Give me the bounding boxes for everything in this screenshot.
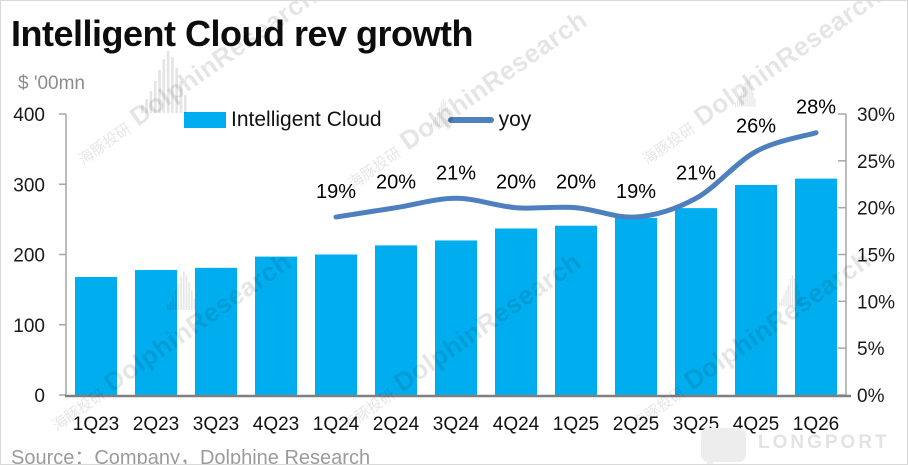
y-axis-left-label: 200: [13, 246, 45, 267]
yoy-line: [333, 130, 819, 220]
yoy-label-1Q24: 19%: [316, 181, 356, 203]
yoy-label-2Q25: 19%: [616, 181, 656, 203]
bar-1Q24: [315, 254, 357, 395]
x-axis-label-3Q23: 3Q23: [193, 414, 239, 435]
bar-2Q24: [375, 245, 417, 395]
bar-2Q25: [615, 217, 657, 395]
bar-2Q23: [135, 269, 177, 395]
x-axis-label-1Q23: 1Q23: [73, 414, 119, 435]
longport-wordmark: LONGPORT: [758, 432, 890, 453]
longport-watermark: LONGPORT: [701, 428, 890, 464]
x-axis-label-4Q24: 4Q24: [493, 414, 540, 435]
x-axis-label-3Q24: 3Q24: [433, 414, 480, 435]
legend-bar-swatch: [184, 112, 226, 128]
source-note: Source：Company，Dolphine Research: [11, 447, 371, 465]
y-axis-right-label: 0%: [857, 386, 885, 407]
bar-4Q23: [255, 256, 297, 395]
y-axis-right-label: 5%: [857, 339, 885, 360]
y-axis-left-label: 300: [13, 175, 45, 196]
x-axis-label-2Q24: 2Q24: [373, 414, 420, 435]
x-axis-label-2Q25: 2Q25: [613, 414, 659, 435]
x-axis-label-1Q25: 1Q25: [553, 414, 599, 435]
legend-line-label: yoy: [498, 108, 532, 131]
bar-4Q25: [735, 184, 777, 395]
y-axis-right-label: 25%: [857, 152, 895, 173]
y-axis-right-label: 15%: [857, 246, 895, 267]
left-axis-unit-label: $ '00mn: [18, 73, 86, 94]
bar-1Q25: [555, 225, 597, 395]
bar-3Q24: [435, 240, 477, 395]
y-axis-right-label: 20%: [857, 199, 895, 220]
y-axis-right-label: 10%: [857, 292, 895, 313]
bar-1Q26: [795, 178, 837, 395]
bar-3Q25: [675, 208, 717, 395]
yoy-label-1Q25: 20%: [556, 172, 596, 194]
y-axis-left-label: 100: [13, 316, 45, 337]
x-axis-label-4Q23: 4Q23: [253, 414, 299, 435]
longport-logo-icon: [701, 428, 746, 464]
x-axis-label-1Q26: 1Q26: [793, 414, 839, 435]
bar-3Q23: [195, 267, 237, 395]
chart-title: Intelligent Cloud rev growth: [11, 13, 474, 54]
y-axis-left-label: 0: [34, 386, 45, 407]
yoy-label-4Q24: 20%: [496, 172, 536, 194]
yoy-label-3Q25: 21%: [676, 162, 716, 184]
yoy-label-4Q25: 26%: [736, 115, 776, 137]
yoy-label-2Q24: 20%: [376, 172, 416, 194]
legend: Intelligent Cloud yoy: [184, 107, 531, 133]
legend-line-swatch: [447, 117, 494, 123]
x-axis-label-1Q24: 1Q24: [313, 414, 360, 435]
yoy-label-1Q26: 28%: [796, 97, 836, 119]
y-axis-right-label: 30%: [857, 105, 895, 126]
bar-1Q23: [75, 276, 117, 395]
bar-4Q24: [495, 228, 537, 395]
yoy-label-3Q24: 21%: [436, 162, 476, 184]
y-axis-left-label: 400: [13, 105, 45, 126]
x-axis-label-2Q23: 2Q23: [133, 414, 179, 435]
legend-bar-label: Intelligent Cloud: [231, 108, 382, 131]
